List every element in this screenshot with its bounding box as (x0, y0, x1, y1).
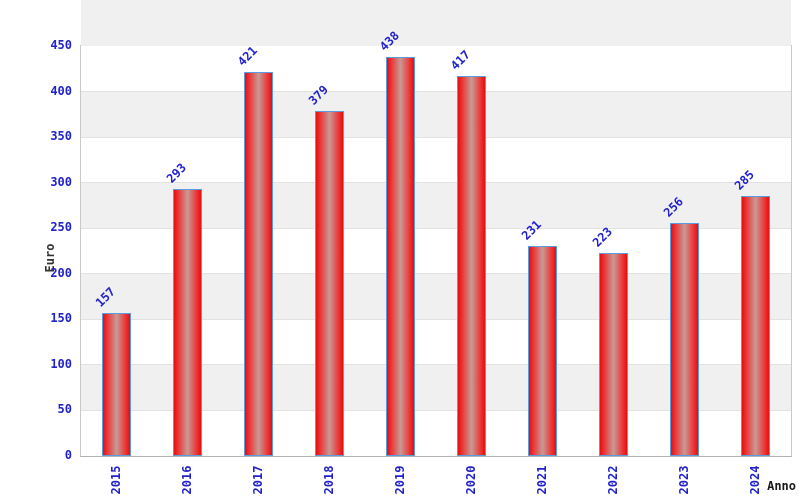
bar-2018 (315, 110, 344, 456)
bar-value-label: 417 (447, 47, 473, 73)
x-tick-label-2017: 2017 (250, 465, 265, 495)
bar-2023 (670, 222, 699, 456)
bar-2016 (173, 189, 202, 456)
y-tick-label: 200 (50, 265, 72, 280)
gridline (81, 318, 791, 320)
y-tick-label: 0 (64, 448, 72, 462)
x-tick-label-2020: 2020 (463, 465, 478, 495)
bar-2019 (386, 56, 415, 456)
y-tick-label: 400 (50, 83, 72, 98)
y-tick-label: 350 (50, 129, 72, 144)
y-tick-label: 150 (50, 311, 72, 326)
gridline (81, 227, 791, 229)
gridline (81, 273, 791, 275)
x-tick-label-2023: 2023 (676, 465, 691, 495)
bar-2021 (528, 245, 557, 456)
x-tick-label-2016: 2016 (179, 465, 194, 495)
bar-value-label: 421 (234, 43, 260, 70)
bar-2020 (457, 76, 486, 456)
x-tick-label-2019: 2019 (392, 465, 407, 495)
x-tick-label-2024: 2024 (747, 465, 762, 495)
y-tick-label: 250 (50, 220, 72, 235)
plot-area: 157 293 421 379 438 417 231 223 256 285 (80, 0, 792, 457)
plot-band (81, 91, 791, 138)
x-tick-label-2021: 2021 (534, 465, 549, 495)
gridline (81, 136, 791, 138)
bar-2024 (741, 196, 770, 456)
x-tick-label-2015: 2015 (108, 465, 123, 495)
x-tick-label-2018: 2018 (321, 465, 336, 495)
gridline (81, 91, 791, 93)
x-axis-title: Anno (767, 479, 796, 493)
x-tick-label-2022: 2022 (605, 465, 620, 495)
y-tick-label: 300 (50, 174, 72, 189)
y-tick-label: 450 (50, 38, 72, 52)
gridline (81, 182, 791, 184)
plot-band (81, 0, 791, 46)
y-tick-label: 100 (50, 356, 72, 371)
bar-2015 (102, 312, 131, 456)
y-tick-label: 50 (57, 402, 72, 417)
bar-2022 (599, 252, 628, 456)
bar-2017 (244, 72, 273, 456)
gridline (81, 409, 791, 411)
gridline (81, 364, 791, 366)
